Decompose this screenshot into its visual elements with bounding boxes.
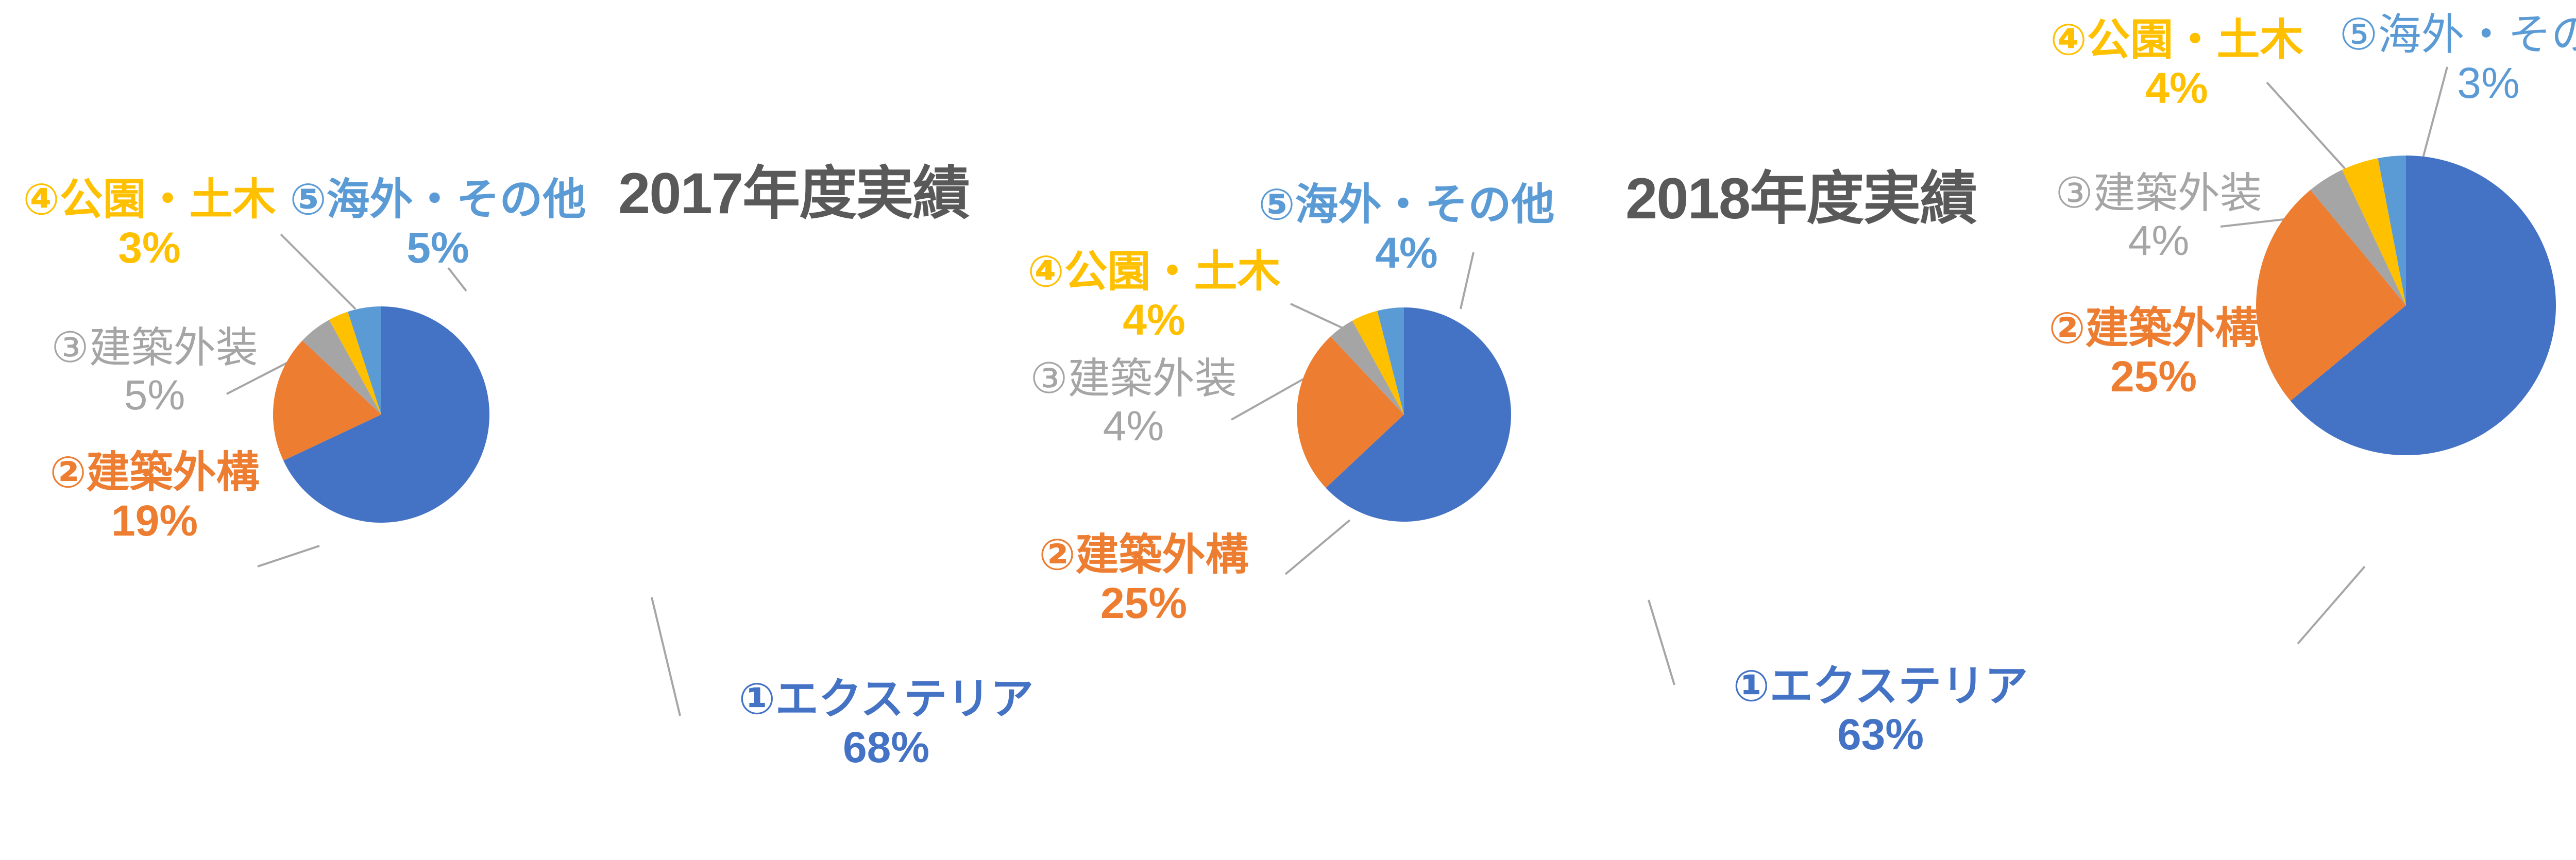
label-kouen-2017-pct: 3%: [118, 223, 181, 272]
label-gaikou-2019: ②建築外構 25%: [2020, 304, 2287, 401]
label-exterior-2017: ①エクステリア 68%: [711, 675, 1061, 771]
slice-gaikou-2018: [1297, 336, 1404, 488]
label-gaikou-2018-name: ②建築外構: [1039, 530, 1249, 579]
label-gaisou-2019-name: ③建築外装: [2055, 170, 2262, 217]
slice-gaisou-2017: [302, 320, 381, 415]
label-exterior-2018-name: ①エクステリア: [1733, 662, 2028, 710]
label-gaikou-2018-pct: 25%: [1100, 579, 1188, 628]
label-kouen-2017: ④公園・土木 3%: [5, 175, 294, 272]
label-kouen-2019-pct: 4%: [2145, 64, 2208, 113]
slice-kouen-2019: [2342, 158, 2406, 305]
slice-kaigai-2017: [348, 306, 381, 415]
label-kouen-2018: ④公園・土木 4%: [1010, 247, 1298, 344]
slice-exterior-2019: [2290, 156, 2556, 456]
label-gaisou-2019: ③建築外装 4%: [2025, 170, 2293, 265]
label-kaigai-2019: ⑤海外・その他 3%: [2339, 10, 2576, 107]
slice-gaisou-2018: [1330, 320, 1404, 415]
label-gaikou-2017-name: ②建築外構: [49, 448, 260, 496]
slice-kaigai-2019: [2378, 156, 2406, 305]
slice-exterior-2018: [1326, 307, 1512, 522]
pie-slices-2017: [273, 306, 490, 523]
slice-kaigai-2018: [1377, 307, 1404, 415]
label-gaisou-2018: ③建築外装 4%: [999, 355, 1267, 450]
label-kaigai-2019-pct: 3%: [2457, 59, 2520, 108]
label-gaikou-2017-pct: 19%: [111, 496, 198, 545]
chart-title-2017: 2017年度実績: [618, 161, 970, 226]
pie-2017-graphic: [226, 233, 681, 716]
chart-title-2018: 2018年度実績: [1625, 166, 1977, 231]
pie-chart-2018: 2018年度実績 ⑤海外・その他 4% ④公園・土木 4% ③建築外装 4% ②…: [1027, 0, 2112, 860]
label-gaikou-2019-name: ②建築外構: [2048, 304, 2259, 352]
label-kaigai-2017-name: ⑤海外・その他: [290, 175, 586, 223]
label-gaisou-2018-name: ③建築外装: [1030, 355, 1237, 402]
pie-2018-graphic: [1231, 252, 1675, 685]
slice-kouen-2018: [1352, 311, 1404, 415]
pie-chart-2019: 2019年度実績 ④公園・土木 4% ⑤海外・その他 3% ③建築外装 4% ②…: [2009, 0, 2576, 860]
slice-gaisou-2019: [2310, 169, 2406, 305]
pie-2019-graphic: [2220, 66, 2556, 645]
slice-gaikou-2017: [273, 340, 381, 461]
label-kouen-2018-pct: 4%: [1123, 296, 1185, 345]
label-kouen-2017-name: ④公園・土木: [23, 175, 276, 223]
slice-gaikou-2019: [2256, 190, 2406, 401]
label-kaigai-2017-pct: 5%: [406, 223, 469, 272]
slice-kouen-2017: [329, 312, 381, 415]
label-exterior-2017-name: ①エクステリア: [738, 675, 1034, 723]
label-kaigai-2018-pct: 4%: [1375, 229, 1438, 278]
label-gaisou-2017-name: ③建築外装: [51, 324, 258, 371]
label-exterior-2018: ①エクステリア 63%: [1705, 662, 2056, 759]
label-gaisou-2019-pct: 4%: [2128, 217, 2190, 264]
label-kouen-2018-name: ④公園・土木: [1027, 247, 1281, 296]
label-gaisou-2017: ③建築外装 5%: [21, 324, 289, 419]
label-gaisou-2018-pct: 4%: [1103, 402, 1164, 450]
label-gaisou-2017-pct: 5%: [124, 371, 185, 419]
label-gaikou-2017: ②建築外構 19%: [21, 448, 289, 545]
label-kaigai-2018: ⑤海外・その他 4%: [1257, 180, 1556, 277]
label-gaikou-2018: ②建築外構 25%: [1010, 530, 1278, 627]
label-kouen-2019: ④公園・土木 4%: [2032, 15, 2321, 112]
pie-slices-2018: [1297, 307, 1512, 522]
label-kaigai-2019-name: ⑤海外・その他: [2339, 10, 2576, 59]
pie-slices-2019: [2256, 156, 2556, 456]
label-kouen-2019-name: ④公園・土木: [2050, 15, 2303, 64]
label-kaigai-2018-name: ⑤海外・その他: [1258, 180, 1555, 229]
label-exterior-2018-pct: 63%: [1837, 710, 1924, 759]
label-gaikou-2019-pct: 25%: [2110, 352, 2197, 401]
slice-exterior-2017: [283, 306, 490, 523]
label-kaigai-2017: ⑤海外・その他 5%: [289, 175, 587, 272]
label-exterior-2017-pct: 68%: [842, 723, 930, 772]
pie-chart-2017: 2017年度実績 ④公園・土木 3% ⑤海外・その他 5% ③建築外装 5% ②…: [0, 0, 1082, 860]
